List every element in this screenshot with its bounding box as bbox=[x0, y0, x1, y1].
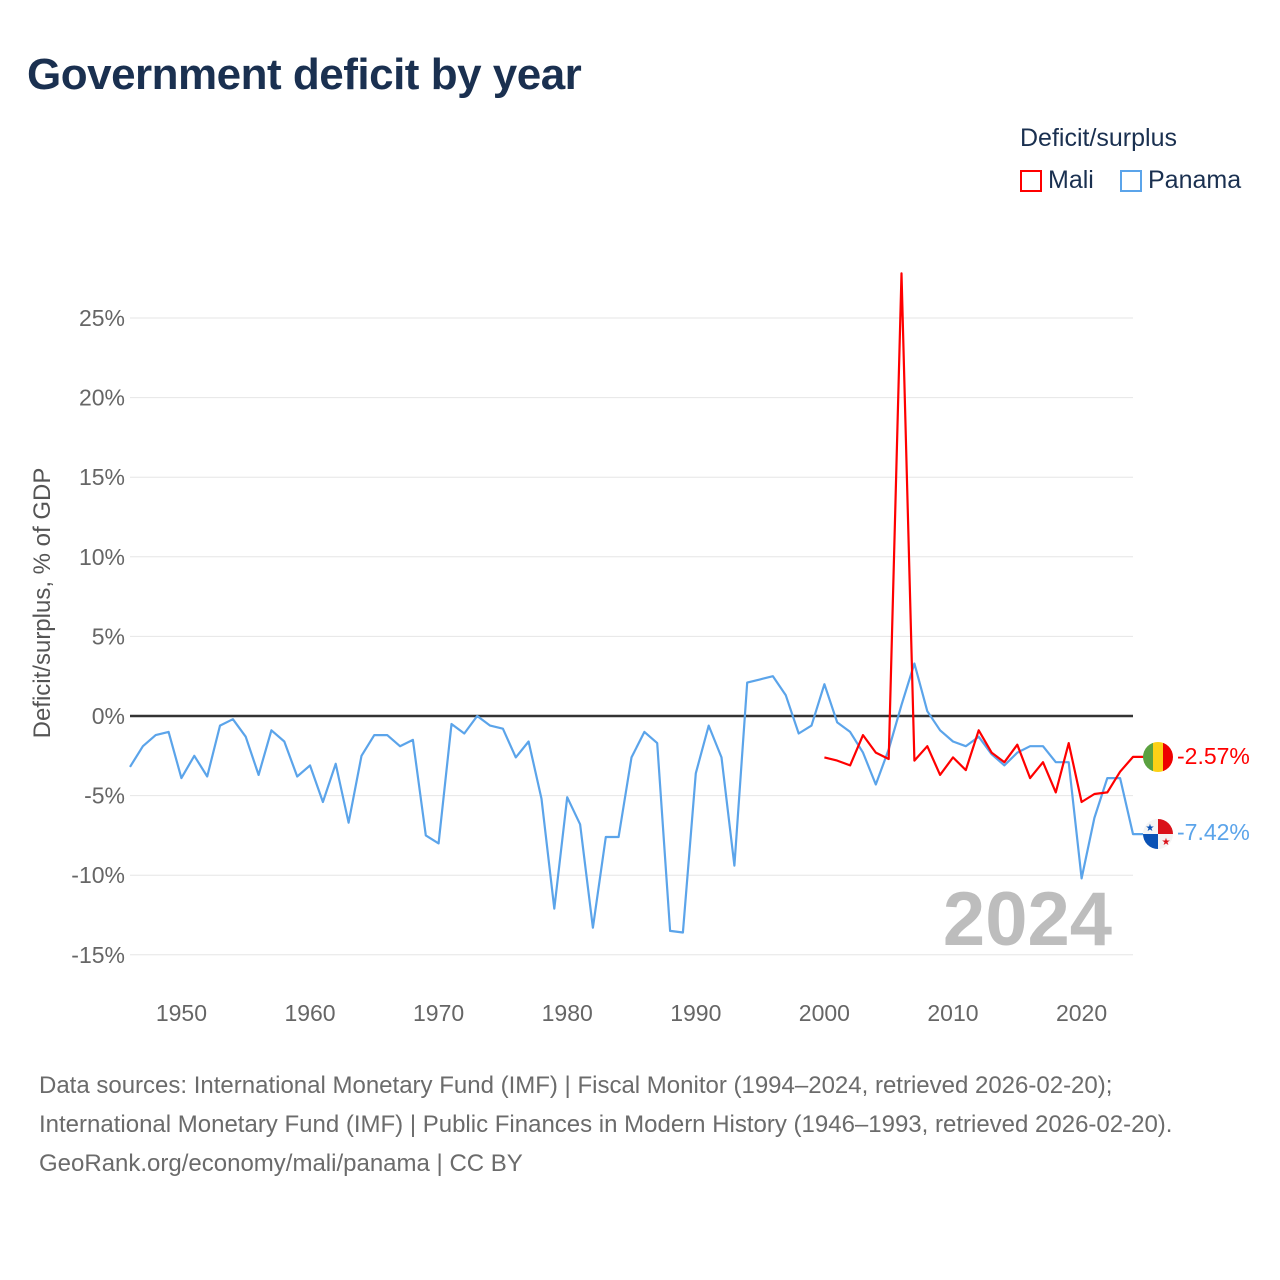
y-tick-label: 0% bbox=[92, 703, 125, 729]
footer: Data sources: International Monetary Fun… bbox=[39, 1066, 1239, 1183]
y-tick-label: 5% bbox=[92, 623, 125, 649]
x-tick-label: 1980 bbox=[542, 1000, 593, 1026]
y-tick-label: -5% bbox=[84, 783, 125, 809]
series-lines bbox=[129, 272, 1145, 934]
y-tick-label: 25% bbox=[79, 305, 125, 331]
svg-text:★: ★ bbox=[1162, 837, 1171, 848]
y-axis-label: Deficit/surplus, % of GDP bbox=[29, 468, 56, 739]
mali-end-label: -2.57% bbox=[1177, 743, 1250, 769]
data-sources: Data sources: International Monetary Fun… bbox=[39, 1072, 1173, 1138]
legend-item-panama[interactable]: Panama bbox=[1120, 166, 1241, 195]
legend-swatch-panama bbox=[1120, 169, 1142, 192]
panama-flag-icon: ★★ bbox=[1143, 819, 1173, 849]
svg-text:★: ★ bbox=[1146, 823, 1155, 834]
attribution-link[interactable]: GeoRank.org/economy/mali/panama | CC BY bbox=[39, 1150, 523, 1177]
line-chart: -15% -10% -5% 0% 5% 10% 15% 20% 25% 1950 1960 1970… bbox=[29, 272, 1250, 1026]
y-tick-label: 20% bbox=[79, 385, 125, 411]
series-line-mali bbox=[824, 272, 1145, 804]
year-watermark: 2024 bbox=[943, 877, 1112, 962]
panama-end-label: -7.42% bbox=[1177, 819, 1250, 845]
gridlines bbox=[130, 317, 1133, 956]
x-tick-label: 1950 bbox=[156, 1000, 207, 1026]
legend-item-mali[interactable]: Mali bbox=[1020, 166, 1094, 195]
x-tick-label: 2010 bbox=[927, 1000, 978, 1026]
x-axis-ticks: 1950 1960 1970 1980 1990 2000 2010 2020 bbox=[156, 1000, 1107, 1026]
legend-title: Deficit/surplus bbox=[1020, 124, 1177, 152]
y-axis-ticks: -15% -10% -5% 0% 5% 10% 15% 20% 25% bbox=[71, 305, 125, 968]
legend-label: Mali bbox=[1048, 166, 1094, 194]
y-tick-label: -15% bbox=[71, 942, 125, 968]
x-tick-label: 1960 bbox=[284, 1000, 335, 1026]
mali-flag-icon bbox=[1143, 742, 1173, 772]
chart-title: Government deficit by year bbox=[27, 50, 582, 99]
x-tick-label: 1990 bbox=[670, 1000, 721, 1026]
legend-label: Panama bbox=[1148, 166, 1242, 194]
legend-swatch-mali bbox=[1020, 169, 1042, 192]
y-tick-label: 10% bbox=[79, 544, 125, 570]
y-tick-label: 15% bbox=[79, 464, 125, 490]
x-tick-label: 1970 bbox=[413, 1000, 464, 1026]
x-tick-label: 2020 bbox=[1056, 1000, 1107, 1026]
x-tick-label: 2000 bbox=[799, 1000, 850, 1026]
y-tick-label: -10% bbox=[71, 862, 125, 888]
